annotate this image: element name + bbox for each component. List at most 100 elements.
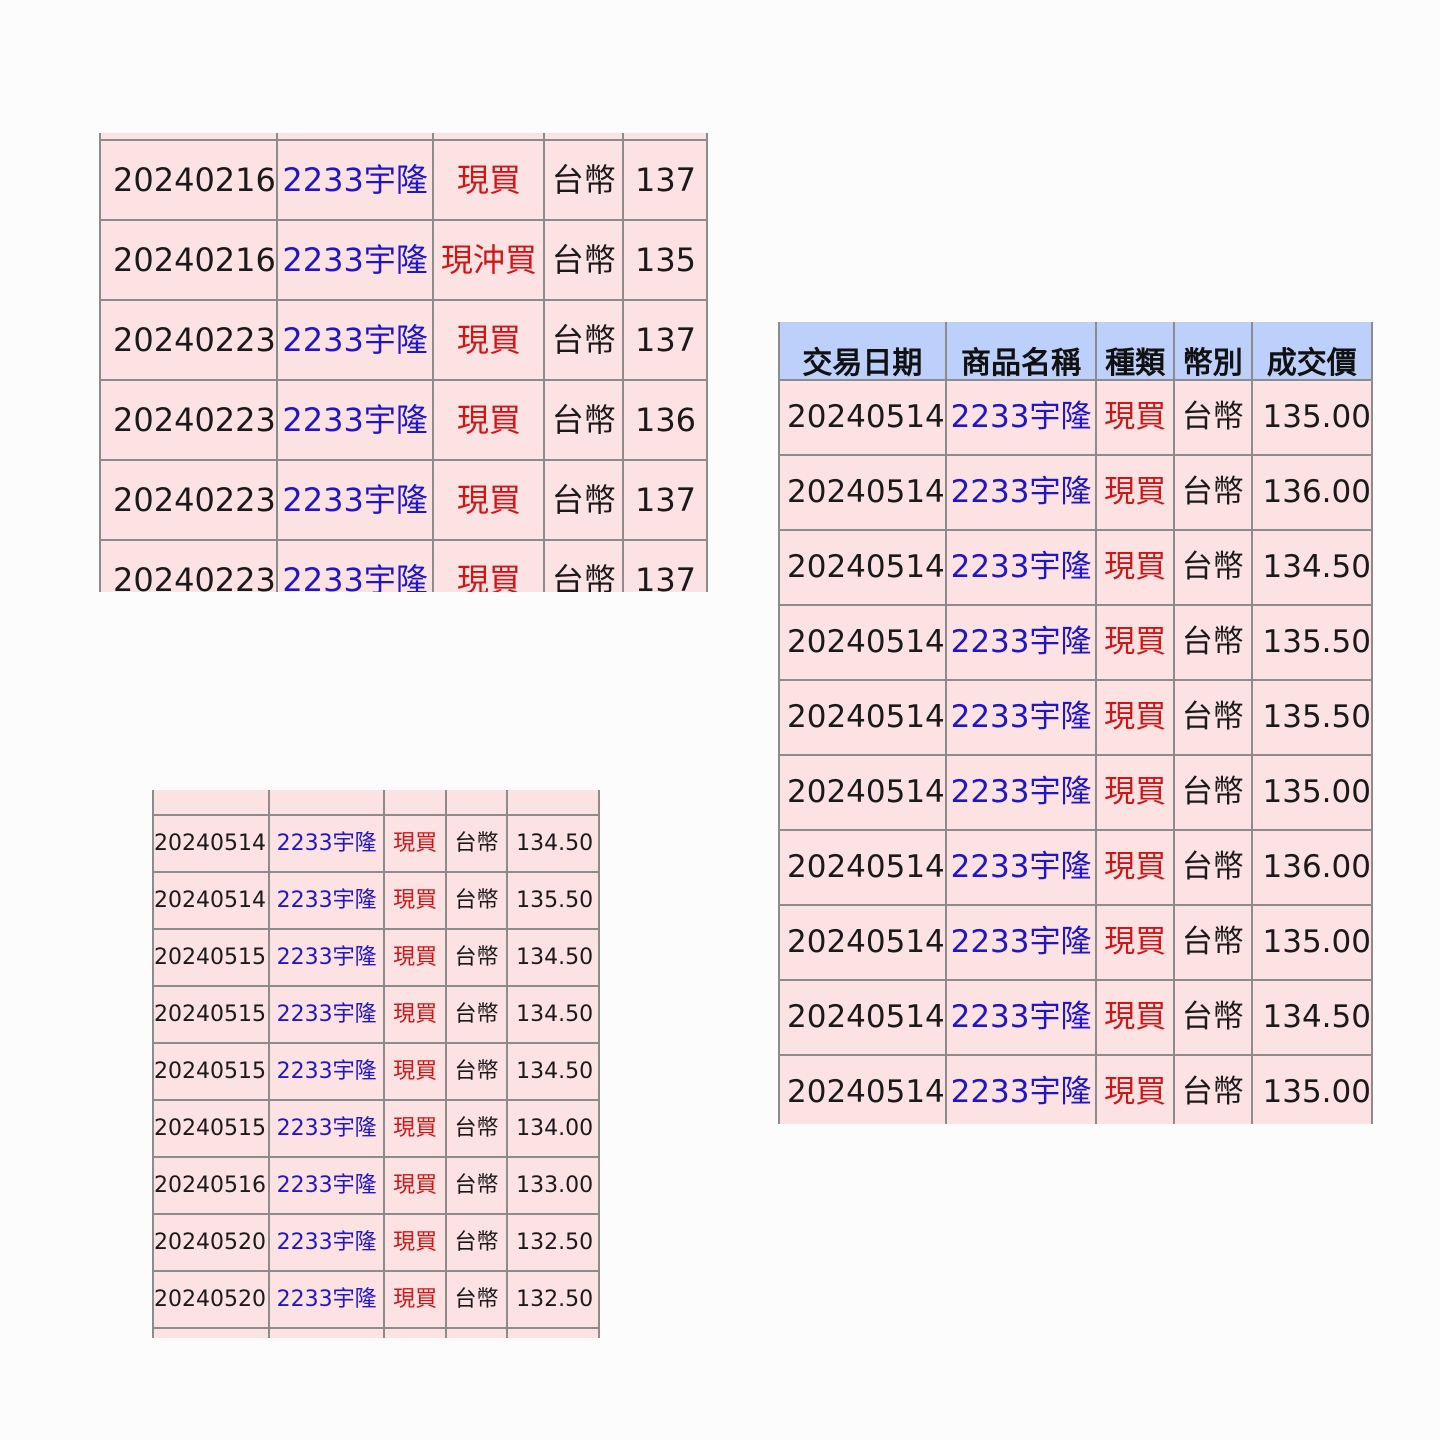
- header-trade-date: 交易日期: [778, 322, 947, 381]
- cell-date: 20240515: [152, 1042, 270, 1101]
- cell-currency: 台幣: [444, 1099, 509, 1158]
- cell-price: 133.00: [506, 1156, 600, 1215]
- cell-currency: 台幣: [444, 871, 509, 930]
- cell-date: 20240515: [152, 928, 270, 987]
- cell-type: 現買: [383, 1042, 447, 1101]
- table-row: 20240223 2233宇隆 現買 台幣 137: [99, 299, 708, 381]
- table-row: 20240514 2233宇隆 現買 台幣 136.00: [778, 829, 1373, 906]
- cell-type: 現買: [432, 139, 546, 221]
- cell-type: 現買: [383, 1099, 447, 1158]
- cell-type: 現買: [1095, 529, 1175, 606]
- cell-type: 現買: [432, 299, 546, 381]
- table-row: 20240520 2233宇隆 現買 台幣 132.50: [152, 1213, 600, 1272]
- cell-product: 2233宇隆: [944, 754, 1098, 831]
- cell-product: 2233宇隆: [944, 1054, 1098, 1124]
- cell-price: 136.00: [1250, 829, 1373, 906]
- cell-price: 135.00: [1250, 379, 1373, 456]
- cell-product: [267, 790, 386, 816]
- cell-product: 2233宇隆: [267, 871, 386, 930]
- cell-date: 20240514: [778, 904, 947, 981]
- header-row: 交易日期 商品名稱 種類 幣別 成交價: [778, 322, 1373, 381]
- cell-type: 現買: [383, 871, 447, 930]
- cell-currency: 台幣: [1172, 529, 1253, 606]
- cell-price: 134.00: [506, 1327, 600, 1338]
- cell-type: 現買: [1095, 604, 1175, 681]
- table-row: 20240514 2233宇隆 現買 台幣 136.00: [778, 454, 1373, 531]
- table-body: 20240514 2233宇隆 現買 台幣 134.50 20240514 22…: [152, 790, 600, 1338]
- cell-type: 現買: [383, 985, 447, 1044]
- table-row: 20240521 2233宇隆 現買 台幣 134.00: [152, 1327, 600, 1338]
- cell-type: 現買: [432, 459, 546, 541]
- table-row: 20240223 2233宇隆 現買 台幣 137: [99, 539, 708, 592]
- cell-type: 現買: [1095, 1054, 1175, 1124]
- table-body: 20240216 2233宇隆 現買 台幣 137 20240216 2233宇…: [99, 133, 708, 592]
- cell-product: 2233宇隆: [267, 1156, 386, 1215]
- table-row: 20240514 2233宇隆 現買 台幣 134.50: [778, 979, 1373, 1056]
- cell-currency: 台幣: [1172, 1054, 1253, 1124]
- cell-currency: 台幣: [444, 1270, 509, 1329]
- cell-product: 2233宇隆: [267, 928, 386, 987]
- cell-product: 2233宇隆: [944, 904, 1098, 981]
- cell-type: 現買: [1095, 829, 1175, 906]
- table-row: 20240514 2233宇隆 現買 台幣 135.50: [152, 871, 600, 930]
- cell-date: [152, 790, 270, 816]
- cell-type: 現買: [383, 1270, 447, 1329]
- table-row: 20240514 2233宇隆 現買 台幣 134.50: [778, 529, 1373, 606]
- cell-date: 20240516: [152, 1156, 270, 1215]
- trade-table-panel-3: 20240514 2233宇隆 現買 台幣 134.50 20240514 22…: [152, 790, 600, 1338]
- cell-product: 2233宇隆: [267, 985, 386, 1044]
- cell-currency: 台幣: [444, 814, 509, 873]
- cell-product: 2233宇隆: [275, 379, 435, 461]
- cell-currency: 台幣: [444, 1156, 509, 1215]
- cell-price: 134.50: [1250, 979, 1373, 1056]
- cell-product: 2233宇隆: [944, 454, 1098, 531]
- cell-price: [506, 790, 600, 816]
- cell-type: 現買: [1095, 979, 1175, 1056]
- cell-date: 20240223: [99, 539, 278, 592]
- header-price: 成交價: [1250, 322, 1373, 381]
- cell-product: 2233宇隆: [267, 1327, 386, 1338]
- cell-date: 20240216: [99, 219, 278, 301]
- cell-currency: 台幣: [543, 459, 624, 541]
- table-row: 20240223 2233宇隆 現買 台幣 136: [99, 379, 708, 461]
- cell-product: 2233宇隆: [944, 529, 1098, 606]
- cell-currency: 台幣: [1172, 379, 1253, 456]
- table-body: 20240514 2233宇隆 現買 台幣 135.00 20240514 22…: [778, 379, 1373, 1124]
- cell-date: 20240514: [778, 829, 947, 906]
- cell-product: 2233宇隆: [944, 604, 1098, 681]
- cell-product: [275, 133, 435, 141]
- cell-currency: 台幣: [1172, 829, 1253, 906]
- cell-date: 20240520: [152, 1270, 270, 1329]
- cell-date: 20240514: [778, 529, 947, 606]
- cell-date: 20240514: [778, 454, 947, 531]
- cell-date: 20240216: [99, 139, 278, 221]
- cell-type: 現買: [383, 1156, 447, 1215]
- cell-price: 135.00: [1250, 754, 1373, 831]
- cell-product: 2233宇隆: [275, 219, 435, 301]
- cell-date: 20240520: [152, 1213, 270, 1272]
- cell-product: 2233宇隆: [944, 679, 1098, 756]
- cell-date: 20240514: [778, 1054, 947, 1124]
- table-row: [152, 790, 600, 816]
- table-row: 20240514 2233宇隆 現買 台幣 135.00: [778, 754, 1373, 831]
- table-row: 20240223 2233宇隆 現買 台幣 137: [99, 459, 708, 541]
- cell-type: 現買: [1095, 454, 1175, 531]
- cell-date: [99, 133, 278, 141]
- cell-currency: 台幣: [1172, 979, 1253, 1056]
- cell-product: 2233宇隆: [944, 979, 1098, 1056]
- cell-price: 135.50: [506, 871, 600, 930]
- cell-product: 2233宇隆: [275, 139, 435, 221]
- cell-currency: 台幣: [1172, 604, 1253, 681]
- cell-currency: 台幣: [1172, 454, 1253, 531]
- cell-price: 134.50: [1250, 529, 1373, 606]
- cell-type: 現買: [1095, 379, 1175, 456]
- cell-type: 現買: [1095, 904, 1175, 981]
- cell-currency: 台幣: [543, 299, 624, 381]
- cell-product: 2233宇隆: [275, 539, 435, 592]
- table-row: 20240515 2233宇隆 現買 台幣 134.50: [152, 1042, 600, 1101]
- cell-type: 現買: [383, 928, 447, 987]
- table-row: 20240515 2233宇隆 現買 台幣 134.00: [152, 1099, 600, 1158]
- cell-price: 134.50: [506, 928, 600, 987]
- trade-table-panel-1: 20240216 2233宇隆 現買 台幣 137 20240216 2233宇…: [99, 133, 708, 592]
- cell-price: [621, 133, 708, 141]
